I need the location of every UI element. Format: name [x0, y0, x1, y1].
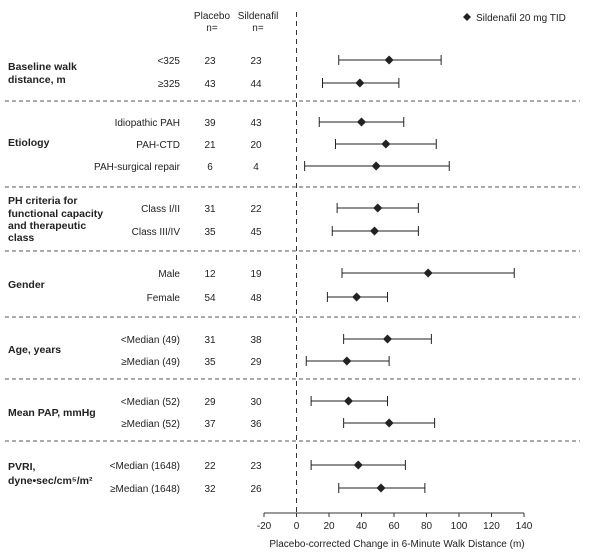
x-tick-label: 0: [294, 521, 300, 532]
sildenafil-n-value: 38: [250, 335, 262, 346]
x-tick-label: 80: [421, 521, 433, 532]
point-estimate-diamond: [383, 334, 392, 344]
group-title: class: [8, 232, 34, 244]
sildenafil-n-header: n=: [252, 23, 264, 34]
group-title: Mean PAP, mmHg: [8, 407, 96, 419]
placebo-n-value: 6: [207, 162, 213, 173]
point-estimate-diamond: [371, 161, 381, 171]
x-tick-label: 60: [388, 521, 400, 532]
placebo-n-value: 29: [204, 397, 216, 408]
sildenafil-n-value: 29: [250, 357, 262, 368]
sildenafil-n-value: 23: [250, 461, 262, 472]
subgroup-label: ≥Median (49): [121, 357, 180, 368]
group-title: Baseline walk: [8, 61, 77, 73]
placebo-n-value: 35: [204, 227, 216, 238]
placebo-n-value: 54: [204, 293, 216, 304]
x-tick-label: 100: [451, 521, 468, 532]
sildenafil-header: Sildenafil: [238, 11, 279, 22]
subgroup-label: <325: [157, 56, 180, 67]
sildenafil-n-value: 4: [253, 162, 259, 173]
sildenafil-n-value: 48: [250, 293, 262, 304]
placebo-n-value: 37: [204, 419, 216, 430]
group-title: Age, years: [8, 344, 61, 356]
point-estimate-diamond: [353, 460, 363, 470]
placebo-n-value: 12: [204, 269, 216, 280]
placebo-n-header: n=: [206, 23, 218, 34]
placebo-header: Placebo: [194, 11, 231, 22]
point-estimate-diamond: [352, 292, 362, 302]
subgroup-label: Idiopathic PAH: [115, 118, 180, 129]
point-estimate-diamond: [370, 226, 379, 236]
group-title: Gender: [8, 279, 45, 291]
sildenafil-n-value: 30: [250, 397, 262, 408]
sildenafil-n-value: 26: [250, 484, 262, 495]
point-estimate-diamond: [384, 418, 394, 428]
placebo-n-value: 31: [204, 204, 216, 215]
x-tick-label: 140: [516, 521, 533, 532]
subgroup-label: Male: [158, 269, 180, 280]
x-tick-label: -20: [257, 521, 272, 532]
x-tick-label: 40: [356, 521, 368, 532]
placebo-n-value: 23: [204, 56, 216, 67]
point-estimate-diamond: [357, 117, 366, 127]
placebo-n-value: 22: [204, 461, 216, 472]
group-title: PVRI,: [8, 461, 36, 473]
sildenafil-n-value: 45: [250, 227, 262, 238]
placebo-n-value: 35: [204, 357, 216, 368]
subgroup-label: ≥Median (1648): [110, 484, 180, 495]
sildenafil-n-value: 19: [250, 269, 262, 280]
subgroup-label: <Median (49): [121, 335, 180, 346]
placebo-n-value: 43: [204, 79, 216, 90]
x-tick-label: 120: [483, 521, 500, 532]
subgroup-label: Class I/II: [141, 204, 180, 215]
subgroup-label: PAH-CTD: [136, 140, 180, 151]
sildenafil-n-value: 23: [250, 56, 262, 67]
legend-label: Sildenafil 20 mg TID: [476, 13, 566, 24]
subgroup-label: ≥Median (52): [121, 419, 180, 430]
group-title: dyne•sec/cm⁵/m²: [8, 475, 93, 487]
placebo-n-value: 32: [204, 484, 216, 495]
placebo-n-value: 39: [204, 118, 216, 129]
group-title: distance, m: [8, 74, 66, 86]
point-estimate-diamond: [373, 203, 383, 213]
x-tick-label: 20: [323, 521, 335, 532]
placebo-n-value: 21: [204, 140, 216, 151]
legend-diamond-icon: [463, 13, 471, 21]
subgroup-label: PAH-surgical repair: [94, 162, 181, 173]
sildenafil-n-value: 36: [250, 419, 262, 430]
subgroup-label: Class III/IV: [132, 227, 181, 238]
subgroup-label: <Median (1648): [110, 461, 180, 472]
point-estimate-diamond: [423, 268, 433, 278]
point-estimate-diamond: [355, 78, 365, 88]
point-estimate-diamond: [376, 483, 386, 493]
placebo-n-value: 31: [204, 335, 216, 346]
sildenafil-n-value: 20: [250, 140, 262, 151]
point-estimate-diamond: [384, 55, 394, 65]
x-axis-title: Placebo-corrected Change in 6-Minute Wal…: [269, 539, 524, 550]
point-estimate-diamond: [342, 356, 352, 366]
group-title: and therapeutic: [8, 220, 86, 232]
point-estimate-diamond: [381, 139, 391, 149]
sildenafil-n-value: 44: [250, 79, 262, 90]
subgroup-label: Female: [147, 293, 181, 304]
sildenafil-n-value: 22: [250, 204, 262, 215]
point-estimate-diamond: [344, 396, 353, 406]
group-title: Etiology: [8, 137, 50, 149]
group-title: functional capacity: [8, 208, 103, 220]
sildenafil-n-value: 43: [250, 118, 262, 129]
group-title: PH criteria for: [8, 195, 77, 207]
subgroup-label: ≥325: [158, 79, 181, 90]
subgroup-label: <Median (52): [121, 397, 180, 408]
